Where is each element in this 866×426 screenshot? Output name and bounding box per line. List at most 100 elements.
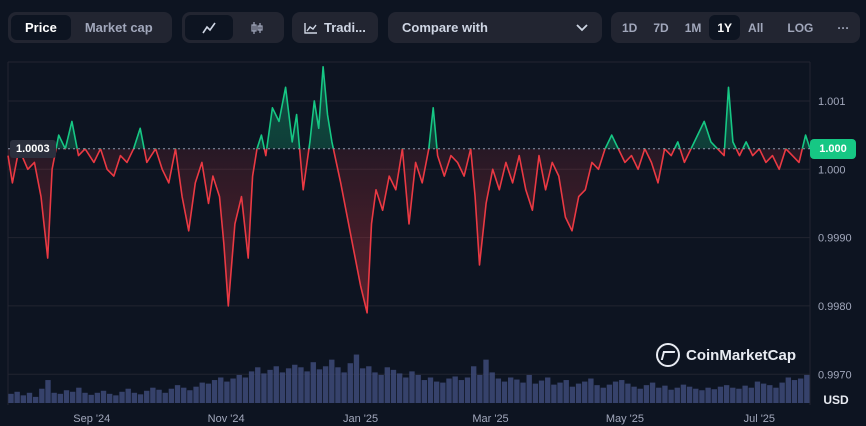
volume-bar [292, 364, 298, 403]
volume-bar [45, 380, 51, 403]
volume-bar [267, 369, 273, 403]
y-tick-label-1: 1.000 [818, 164, 846, 176]
volume-bar [230, 378, 236, 403]
volume-bar [458, 380, 465, 403]
x-axis: Sep '24 Nov '24 Jan '25 Mar '25 May '25 Jul '… [73, 413, 775, 425]
volume-bar [452, 376, 458, 403]
volume-bar [8, 393, 14, 403]
volume-bar [168, 388, 175, 403]
x-tick-label-1: Nov '24 [208, 413, 245, 425]
log-scale-toggle[interactable]: LOG [787, 20, 814, 35]
y-tick-label-3: 0.9980 [818, 301, 852, 313]
volume-bar [205, 383, 212, 403]
volume-bar [322, 366, 329, 403]
volume-bar [427, 377, 434, 403]
metric-toggle: Price Market cap [8, 12, 172, 43]
volume-bar [113, 395, 119, 403]
volume-bar [600, 387, 606, 403]
volume-bar [255, 367, 261, 403]
candlestick-button[interactable] [233, 15, 281, 40]
line-chart-button[interactable] [185, 15, 233, 40]
compare-dropdown[interactable]: Compare with [388, 12, 602, 43]
more-options-button[interactable]: ··· [837, 20, 850, 35]
volume-bar [384, 367, 390, 403]
volume-bar [477, 374, 483, 403]
volume-bar [656, 387, 662, 403]
volume-bar [211, 380, 218, 403]
range-1d[interactable]: 1D [622, 20, 638, 35]
volume-bar [464, 377, 471, 403]
volume-bar [711, 389, 717, 403]
volume-bar [372, 372, 378, 403]
volume-bar [551, 384, 557, 403]
volume-bar [248, 371, 255, 403]
x-tick-label-4: May '25 [606, 413, 644, 425]
volume-bar [736, 388, 742, 403]
volume-bar [396, 373, 403, 403]
volume-bar [242, 377, 249, 403]
volume-bar [32, 396, 39, 403]
volume-bar [335, 367, 341, 403]
coinmarketcap-logo-icon [656, 343, 680, 367]
volume-bar [804, 374, 810, 403]
volume-bar [557, 382, 563, 403]
range-1m[interactable]: 1M [684, 20, 702, 35]
volume-bar [236, 374, 242, 403]
volume-bar [69, 391, 76, 403]
volume-bar [668, 389, 674, 403]
watermark-text: CoinMarketCap [686, 346, 797, 364]
x-tick-label-5: Jul '25 [744, 413, 775, 425]
volume-bar [674, 387, 680, 403]
volume-bar [631, 386, 637, 403]
volume-bar [131, 392, 138, 403]
volume-bar [378, 374, 384, 403]
volume-bars [8, 354, 810, 403]
market-cap-tab[interactable]: Market cap [84, 20, 153, 35]
volume-bar [606, 384, 613, 403]
volume-bar [489, 372, 495, 403]
volume-bar [298, 367, 304, 403]
volume-bar [575, 383, 582, 403]
volume-bar [582, 381, 588, 403]
volume-bar [63, 390, 70, 403]
volume-bar [440, 382, 446, 403]
volume-bar [144, 390, 150, 403]
volume-bar [100, 390, 107, 403]
y-tick-label-0: 1.001 [818, 96, 846, 108]
volume-bar [88, 394, 94, 403]
coinmarketcap-watermark: CoinMarketCap [656, 343, 796, 367]
chart-toolbar: Price Market cap Tradi... Compare with 1… [8, 10, 860, 44]
volume-bar [686, 386, 693, 403]
range-1y[interactable]: 1Y [709, 15, 741, 40]
volume-bar [723, 385, 730, 403]
volume-bar [415, 374, 421, 403]
tradingview-button[interactable]: Tradi... [292, 12, 378, 43]
volume-bar [594, 385, 600, 403]
volume-bar [767, 385, 773, 403]
price-tab[interactable]: Price [11, 15, 71, 40]
compare-label: Compare with [402, 20, 488, 35]
volume-bar [699, 390, 705, 403]
volume-bar [532, 383, 539, 403]
volume-bar [643, 385, 650, 403]
range-all[interactable]: All [748, 20, 764, 35]
volume-bar [545, 377, 551, 403]
volume-bar [662, 385, 668, 403]
volume-bar [760, 383, 767, 403]
volume-bar [520, 382, 526, 403]
price-line-down [7, 148, 811, 314]
volume-bar [409, 371, 415, 403]
volume-bar [162, 392, 168, 403]
range-7d[interactable]: 7D [653, 20, 669, 35]
volume-bar [773, 387, 779, 403]
volume-bar [514, 379, 520, 403]
y-axis: 1.001 1.000 0.9990 0.9980 0.9970 [818, 96, 852, 381]
volume-bar [538, 380, 545, 403]
volume-bar [748, 387, 754, 403]
currency-label: USD [823, 393, 849, 407]
volume-bar [199, 382, 205, 403]
volume-bar [501, 381, 508, 403]
volume-bar [366, 366, 372, 403]
